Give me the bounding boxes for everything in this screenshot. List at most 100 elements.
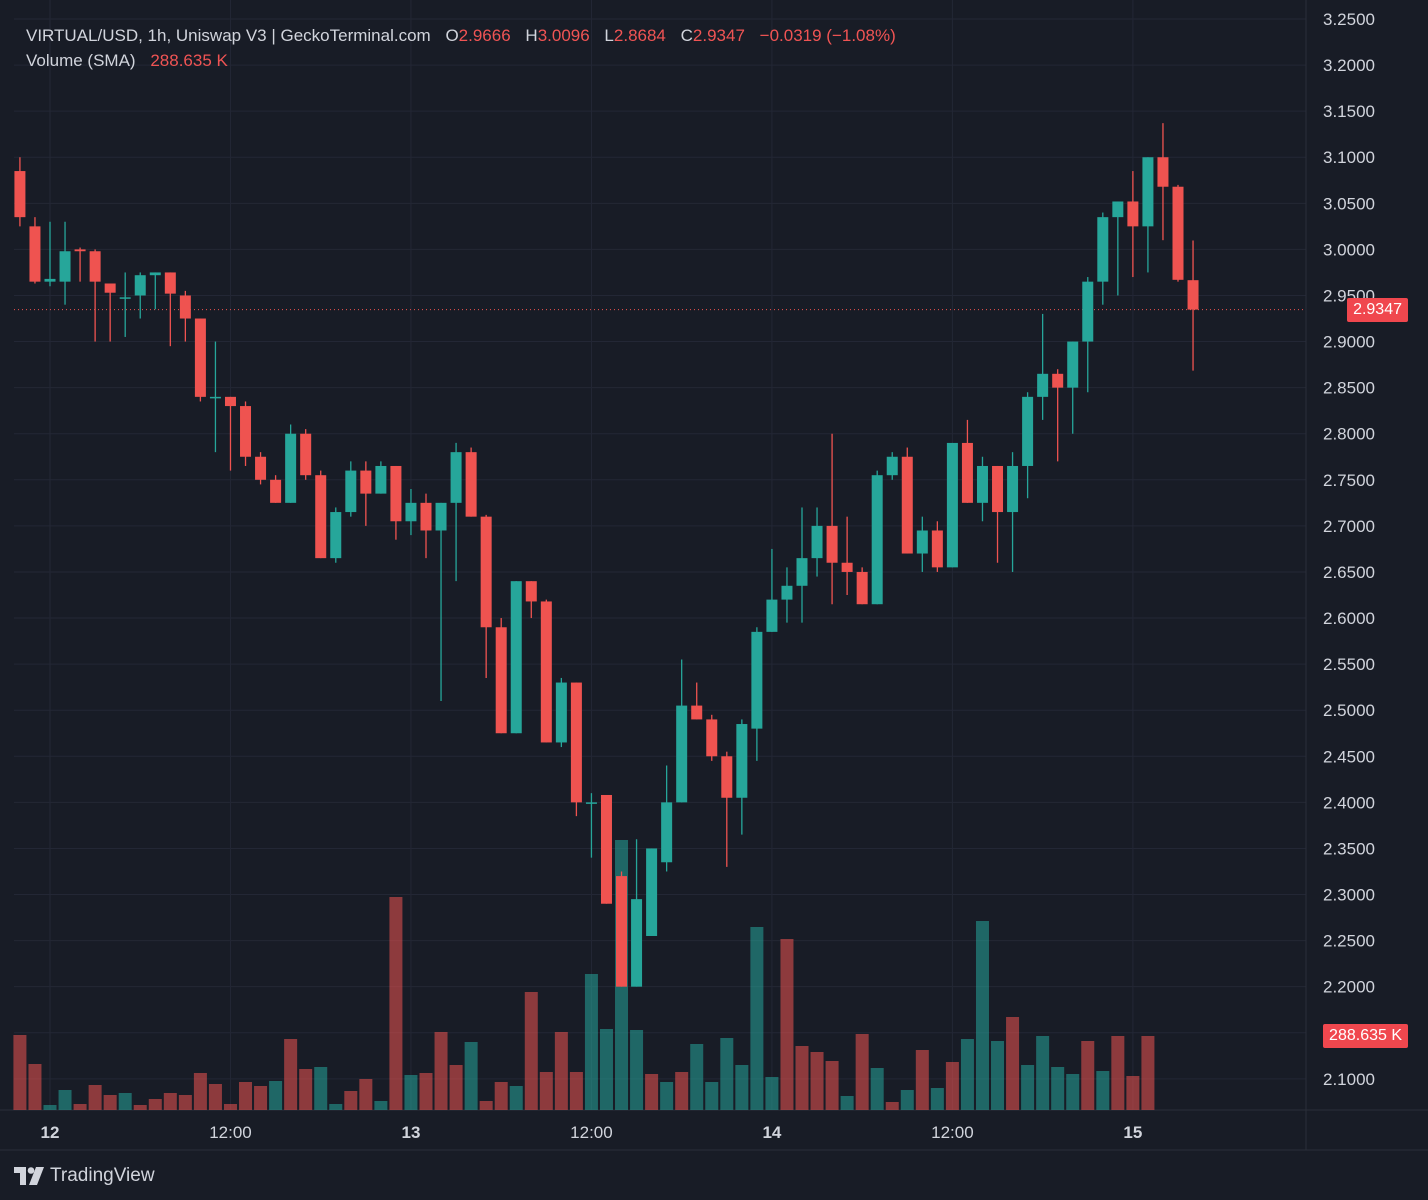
price-tick-label: 2.2000 (1323, 978, 1375, 997)
candle (961, 419, 973, 503)
candle-body (706, 719, 718, 757)
candle (585, 793, 597, 858)
candle (59, 221, 71, 305)
candle (1187, 240, 1199, 371)
candle-body (1022, 396, 1034, 466)
volume-bar (599, 1029, 613, 1110)
volume-bar (930, 1088, 944, 1110)
candle (435, 502, 447, 701)
volume-bar (675, 1072, 689, 1110)
volume-bar (1141, 1036, 1155, 1110)
candle (315, 470, 327, 559)
symbol-title: VIRTUAL/USD, 1h, Uniswap V3 | GeckoTermi… (26, 26, 431, 45)
volume-bar (885, 1102, 899, 1110)
volume-bar (299, 1069, 313, 1110)
candle-body (766, 599, 778, 632)
candle (976, 456, 988, 522)
price-change: −0.0319 (−1.08%) (759, 26, 896, 45)
time-tick-label: 12 (41, 1123, 60, 1142)
candle-body (901, 456, 913, 554)
candle (510, 581, 522, 734)
volume-bar (825, 1061, 839, 1110)
price-tick-label: 3.0000 (1323, 240, 1375, 259)
price-tick-label: 2.4000 (1323, 793, 1375, 812)
candle (149, 272, 161, 310)
candle (1142, 157, 1154, 273)
volume-bar (735, 1065, 749, 1110)
candle (240, 401, 252, 466)
volume-bar (88, 1085, 102, 1110)
time-tick-label: 12:00 (570, 1123, 613, 1142)
candle-body (14, 171, 26, 218)
volume-bar (1096, 1071, 1110, 1110)
candle (796, 507, 808, 623)
price-axis[interactable]: 3.25003.20003.15003.10003.05003.00002.95… (1323, 10, 1375, 1089)
candle (405, 489, 417, 536)
time-tick-label: 12:00 (931, 1123, 974, 1142)
price-tick-label: 2.1000 (1323, 1070, 1375, 1089)
volume-bar (509, 1086, 523, 1110)
volume-bar (810, 1052, 824, 1110)
volume-bar (900, 1090, 914, 1110)
candle-body (916, 530, 928, 554)
volume-bar (464, 1042, 478, 1110)
volume-bar (1006, 1017, 1020, 1110)
volume-bar (660, 1082, 674, 1110)
candle (1112, 201, 1124, 296)
candle (44, 221, 56, 287)
candle (901, 447, 913, 554)
candle (89, 249, 101, 342)
tradingview-attribution[interactable]: TradingView (14, 1164, 155, 1188)
candle (661, 765, 673, 872)
candle-body (1157, 157, 1169, 187)
volume-bar (1036, 1036, 1050, 1110)
volume-bar (239, 1082, 253, 1110)
candle (886, 452, 898, 480)
volume-bar (163, 1093, 177, 1110)
volume-bar (975, 921, 989, 1110)
candle-body (796, 558, 808, 586)
candle-body (164, 272, 176, 294)
volume-bar (870, 1068, 884, 1110)
candle-body (104, 283, 116, 293)
candle-body (224, 396, 236, 407)
candle-body (480, 516, 492, 628)
candle-body (59, 251, 71, 282)
open-value: 2.9666 (458, 26, 511, 45)
candle (691, 682, 703, 720)
tradingview-brand: TradingView (50, 1165, 155, 1186)
candle (1037, 313, 1049, 420)
price-tick-label: 2.3000 (1323, 886, 1375, 905)
candle (1082, 277, 1094, 393)
candle-body (1052, 373, 1064, 388)
candle-body (285, 433, 297, 503)
open-label: O (445, 26, 459, 45)
candle-body (300, 433, 312, 476)
candle (751, 627, 763, 761)
volume-bar (494, 1082, 508, 1110)
candle (916, 516, 928, 572)
volume-value: 288.635 K (150, 51, 228, 70)
volume-bar (795, 1046, 809, 1110)
candle (465, 447, 477, 517)
price-tick-label: 2.4500 (1323, 747, 1375, 766)
low-value: 2.8684 (613, 26, 666, 45)
volume-bar (539, 1072, 553, 1110)
candle (1097, 212, 1109, 305)
candle-body (1112, 201, 1124, 218)
candle (74, 247, 86, 282)
volume-bar (389, 897, 403, 1110)
volume-legend: Volume (SMA) 288.635 K (26, 51, 228, 71)
candle (841, 516, 853, 595)
candle-body (540, 601, 552, 743)
volume-bar (569, 1072, 583, 1110)
volume-bar (73, 1104, 87, 1110)
candle-body (330, 512, 342, 559)
candle (104, 283, 116, 342)
time-axis[interactable]: 12 12:00 13 12:00 14 12:00 15 (41, 1123, 1143, 1142)
candle (194, 318, 206, 402)
volume-bar (945, 1062, 959, 1110)
candle-body (345, 470, 357, 513)
